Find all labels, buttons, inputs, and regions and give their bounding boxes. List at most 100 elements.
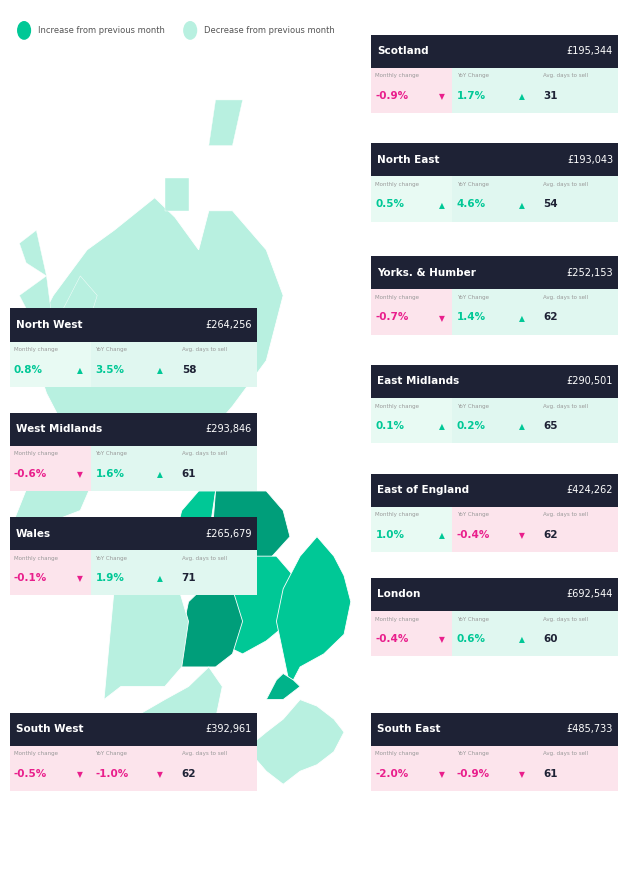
Polygon shape [165,178,188,211]
FancyBboxPatch shape [453,289,618,335]
FancyBboxPatch shape [453,507,618,552]
Circle shape [18,22,30,39]
FancyBboxPatch shape [91,342,257,387]
Text: ▲: ▲ [519,201,524,209]
Text: 3.5%: 3.5% [96,364,124,375]
Text: Avg. days to sell: Avg. days to sell [182,347,227,352]
Text: ▲: ▲ [439,531,444,540]
Polygon shape [266,673,300,700]
Polygon shape [20,230,46,276]
Text: Avg. days to sell: Avg. days to sell [543,616,588,621]
Text: South East: South East [377,724,441,734]
FancyBboxPatch shape [371,398,453,443]
Text: £290,501: £290,501 [567,376,613,387]
Text: Avg. days to sell: Avg. days to sell [182,451,227,456]
Text: Avg. days to sell: Avg. days to sell [182,555,227,561]
Polygon shape [63,276,97,328]
Text: ▲: ▲ [439,201,444,209]
Text: ▲: ▲ [439,422,444,431]
Text: Monthly change: Monthly change [375,73,419,78]
Text: North West: North West [16,320,82,330]
FancyBboxPatch shape [371,474,618,507]
Text: 0.1%: 0.1% [375,421,404,431]
Text: ▲: ▲ [157,366,163,375]
Polygon shape [229,733,249,745]
Text: -0.9%: -0.9% [375,90,408,101]
Text: £264,256: £264,256 [205,320,252,330]
FancyBboxPatch shape [10,413,257,446]
Text: YoY Change: YoY Change [96,451,127,456]
Polygon shape [266,673,300,700]
Polygon shape [175,575,243,667]
Text: 0.2%: 0.2% [457,421,486,431]
FancyBboxPatch shape [371,713,618,746]
Text: 31: 31 [543,90,557,101]
Text: ▼: ▼ [157,770,163,779]
Text: Monthly change: Monthly change [375,751,419,756]
Polygon shape [188,426,243,491]
Text: West Midlands: West Midlands [16,424,102,434]
FancyBboxPatch shape [371,289,453,335]
FancyBboxPatch shape [10,713,257,746]
Text: 62: 62 [543,312,557,322]
Text: 1.0%: 1.0% [375,529,404,540]
Text: 0.6%: 0.6% [457,634,486,644]
FancyBboxPatch shape [371,256,618,289]
Text: 62: 62 [543,529,557,540]
Text: 1.7%: 1.7% [457,90,486,101]
Text: 71: 71 [182,573,197,583]
FancyBboxPatch shape [371,611,453,656]
Text: Avg. days to sell: Avg. days to sell [182,751,227,756]
FancyBboxPatch shape [453,398,618,443]
Text: £195,344: £195,344 [567,46,613,56]
Text: YoY Change: YoY Change [457,73,489,78]
Text: ▼: ▼ [519,770,524,779]
Text: North East: North East [377,155,440,165]
Text: 62: 62 [182,768,196,779]
Text: -0.6%: -0.6% [14,468,47,479]
Text: 58: 58 [182,364,196,375]
Polygon shape [97,667,223,791]
Text: Monthly change: Monthly change [14,347,58,352]
FancyBboxPatch shape [453,611,618,656]
Text: ▲: ▲ [157,574,163,583]
FancyBboxPatch shape [10,342,91,387]
Text: YoY Change: YoY Change [457,403,489,408]
Text: London: London [377,589,420,600]
Text: ▼: ▼ [77,470,83,479]
Text: £392,961: £392,961 [205,724,252,734]
Text: South West: South West [16,724,83,734]
Text: 61: 61 [182,468,196,479]
Text: ▼: ▼ [439,635,444,644]
FancyBboxPatch shape [10,446,91,491]
Text: Wales: Wales [16,528,51,539]
FancyBboxPatch shape [453,746,618,791]
Text: Yorks. & Humber: Yorks. & Humber [377,268,476,278]
Text: ▲: ▲ [519,422,524,431]
Text: -0.9%: -0.9% [457,768,490,779]
Text: 1.4%: 1.4% [457,312,486,322]
Text: 1.6%: 1.6% [96,468,124,479]
Text: East of England: East of England [377,485,469,495]
Text: £265,679: £265,679 [205,528,252,539]
Text: Avg. days to sell: Avg. days to sell [543,73,588,78]
Polygon shape [223,700,344,784]
FancyBboxPatch shape [91,550,257,595]
Text: Monthly change: Monthly change [14,751,58,756]
FancyBboxPatch shape [371,143,618,176]
Text: Avg. days to sell: Avg. days to sell [543,182,588,187]
Polygon shape [124,556,148,575]
Polygon shape [20,276,53,328]
Text: ▲: ▲ [157,470,163,479]
Text: £692,544: £692,544 [567,589,613,600]
Text: 0.5%: 0.5% [375,199,404,209]
FancyBboxPatch shape [91,446,257,491]
FancyBboxPatch shape [10,550,91,595]
Text: 4.6%: 4.6% [457,199,486,209]
Text: ▲: ▲ [519,635,524,644]
FancyBboxPatch shape [371,578,618,611]
Text: Decrease from previous month: Decrease from previous month [204,26,335,35]
Text: ▲: ▲ [519,314,524,322]
Text: 0.8%: 0.8% [14,364,43,375]
Text: YoY Change: YoY Change [96,555,127,561]
